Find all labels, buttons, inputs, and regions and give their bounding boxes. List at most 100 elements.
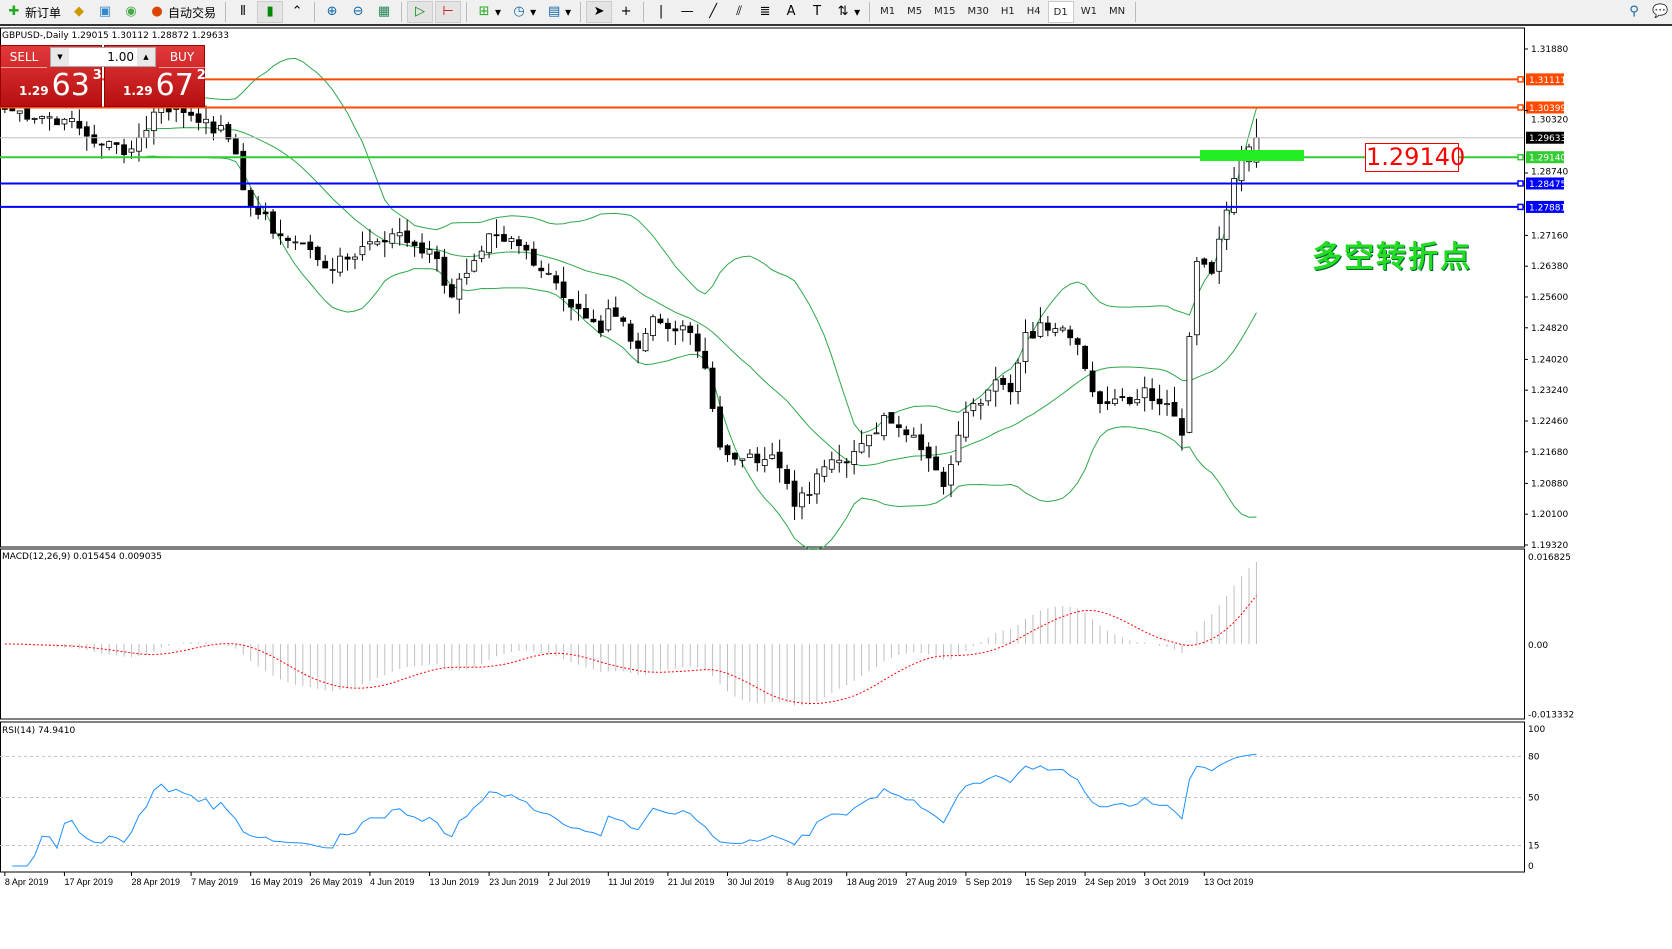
indicators-button[interactable]: ⊞ ▾ (472, 1, 505, 23)
autoscroll-button[interactable]: ▷ (407, 1, 434, 23)
candle (903, 429, 910, 436)
level-handle (1517, 180, 1524, 187)
buy-price: 1.29 67 2 (123, 68, 206, 103)
crosshair-button[interactable]: + (614, 1, 638, 23)
zoom-in-button[interactable]: ⊕ (320, 1, 344, 23)
navigator-button[interactable]: ▣ (93, 1, 117, 23)
candle (977, 403, 984, 406)
price-tick-label: 1.26380 (1531, 262, 1568, 272)
candle (1216, 238, 1223, 272)
horizontal-line-button[interactable]: — (675, 1, 699, 23)
signals-button[interactable]: ◉ (119, 1, 143, 23)
candle (486, 233, 493, 254)
date-tick-label: 24 Sep 2019 (1085, 877, 1136, 887)
templates-button[interactable]: ▤ ▾ (542, 1, 575, 23)
market-watch-button[interactable]: ◆ (67, 1, 91, 23)
candle (1126, 397, 1133, 405)
annotation-text[interactable]: 多空转折点 (1312, 240, 1472, 275)
trendline-button[interactable]: ╱ (701, 1, 725, 23)
candle (344, 256, 351, 260)
sell-button[interactable]: SELL 1.29 63 3 (0, 45, 102, 107)
date-tick-label: 18 Aug 2019 (847, 877, 898, 887)
price-tick-label: 1.28740 (1531, 167, 1568, 177)
candle (605, 308, 612, 331)
text-button[interactable]: A (779, 1, 803, 23)
chart-area[interactable]: 1.311111.303991.296331.291401.284751.278… (0, 27, 1672, 949)
candle (754, 453, 761, 464)
auto-trading-button[interactable]: ● 自动交易 (145, 1, 220, 23)
candle (828, 459, 835, 470)
candle (970, 403, 977, 411)
candle (642, 333, 649, 352)
level-handle (1517, 76, 1524, 83)
timeframe-m1[interactable]: M1 (880, 6, 896, 17)
candle (836, 459, 843, 464)
candle (478, 250, 485, 259)
indicators-icon: ⊞ (478, 4, 490, 19)
level-price-text: 1.31111 (1529, 76, 1566, 86)
crosshair-icon: + (620, 4, 632, 19)
timeframe-d1[interactable]: D1 (1047, 1, 1074, 23)
chart-shift-button[interactable]: ⊢ (435, 1, 462, 23)
candle (985, 389, 992, 402)
lot-increase-button[interactable]: ▲ (137, 48, 155, 66)
price-tick-label: 1.23240 (1531, 386, 1568, 396)
candle (1223, 209, 1230, 240)
timeframe-m5[interactable]: M5 (907, 6, 923, 17)
search-button[interactable]: ⚲ (1622, 1, 1646, 23)
level-handle (1517, 153, 1524, 161)
candle (456, 278, 463, 300)
candle (910, 434, 917, 438)
candlestick-icon: ▮ (266, 4, 274, 19)
price-levels: 1.31111 1.30399 1.29633 1.29140 1.28475 1.278… (0, 73, 1566, 213)
sell-label: SELL (1, 46, 47, 68)
level-price-text: 1.30399 (1529, 104, 1566, 114)
candle (523, 244, 530, 251)
candle (322, 260, 329, 269)
candle (1074, 338, 1081, 345)
lot-size-stepper[interactable]: ▼ ▲ (50, 47, 156, 67)
chat-button[interactable]: 💬 (1648, 1, 1672, 23)
line-chart-button[interactable]: ⌃ (285, 1, 309, 23)
date-tick-label: 15 Sep 2019 (1026, 877, 1077, 887)
price-label-box[interactable]: 1.29140 (1365, 143, 1466, 172)
chat-icon: 💬 (1652, 4, 1669, 19)
zoom-out-button[interactable]: ⊖ (346, 1, 370, 23)
candle (1082, 345, 1088, 369)
new-order-button[interactable]: ✚ 新订单 (2, 1, 65, 23)
timeframe-h4[interactable]: H4 (1026, 6, 1041, 17)
candle (1171, 402, 1178, 417)
timeframe-mn[interactable]: MN (1108, 6, 1126, 17)
candle (553, 275, 560, 284)
periods-button[interactable]: ◷ ▾ (507, 1, 540, 23)
candlestick-button[interactable]: ▮ (257, 1, 284, 23)
timeframe-m15[interactable]: M15 (934, 6, 956, 17)
tile-icon: ▦ (377, 4, 391, 19)
lot-decrease-button[interactable]: ▼ (51, 48, 69, 66)
dropdown-arrow-icon: ▾ (495, 5, 502, 19)
lot-size-input[interactable] (69, 48, 137, 66)
book-icon: ◆ (74, 4, 85, 19)
candle (597, 320, 604, 333)
tile-windows-button[interactable]: ▦ (372, 1, 396, 23)
candle (1015, 362, 1021, 392)
toolbar-divider (869, 2, 871, 22)
cursor-button[interactable]: ➤ (586, 1, 613, 23)
navigator-icon: ▣ (98, 4, 112, 19)
timeframe-w1[interactable]: W1 (1080, 6, 1097, 17)
arrows-button[interactable]: ⇅ ▾ (831, 1, 864, 23)
text-label-button[interactable]: T (805, 1, 829, 23)
candle (873, 432, 880, 435)
candle (1112, 398, 1118, 405)
price-tick-label: 1.22460 (1531, 417, 1568, 427)
timeframe-m30[interactable]: M30 (967, 6, 989, 17)
candle (463, 272, 470, 278)
macd-tick-label: 0.00 (1528, 641, 1548, 651)
fibonacci-button[interactable]: ≣ (753, 1, 777, 23)
bar-chart-button[interactable]: ⫴ (231, 1, 255, 23)
vertical-line-button[interactable]: | (649, 1, 673, 23)
date-axis: 8 Apr 2019 17 Apr 2019 28 Apr 2019 7 May 20… (4, 872, 1253, 887)
channel-button[interactable]: ⫽ (727, 1, 751, 23)
timeframe-h1[interactable]: H1 (1000, 6, 1015, 17)
candle (307, 241, 314, 251)
